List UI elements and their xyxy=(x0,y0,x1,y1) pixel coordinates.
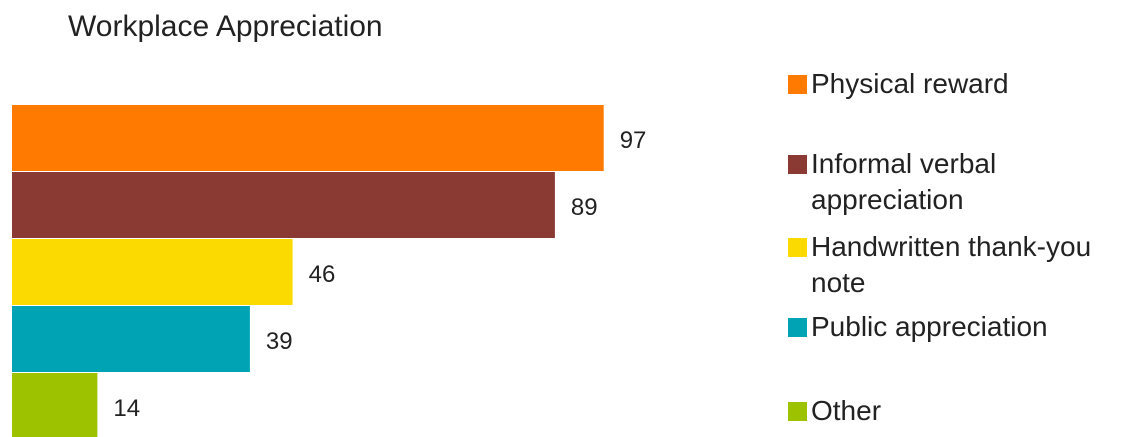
data-label-handwritten-thank-you-note: 46 xyxy=(309,261,336,288)
chart-legend: Physical reward Informal verbal apprecia… xyxy=(788,0,1128,437)
data-label-public-appreciation: 39 xyxy=(266,328,293,355)
legend-label: Other xyxy=(811,395,882,426)
data-label-physical-reward: 97 xyxy=(620,127,647,154)
legend-swatch xyxy=(788,402,807,421)
bar-handwritten-thank-you-note[interactable] xyxy=(12,239,293,305)
legend-swatch xyxy=(788,318,807,337)
legend-item-informal-verbal-appreciation[interactable]: Informal verbal appreciation xyxy=(788,146,1011,218)
legend-label: Public appreciation xyxy=(811,311,1048,342)
legend-item-handwritten-thank-you-note[interactable]: Handwritten thank-you note xyxy=(788,229,1130,301)
legend-label: Physical reward xyxy=(811,68,1009,99)
legend-item-physical-reward[interactable]: Physical reward xyxy=(788,66,1130,102)
bar-informal-verbal-appreciation[interactable] xyxy=(12,172,555,238)
legend-label: Handwritten thank-you note xyxy=(811,231,1092,298)
legend-swatch xyxy=(788,75,807,94)
legend-label: Informal verbal appreciation xyxy=(811,148,997,215)
legend-swatch xyxy=(788,155,807,174)
chart-title: Workplace Appreciation xyxy=(68,10,383,43)
bar-other[interactable] xyxy=(12,373,98,437)
legend-item-other[interactable]: Other xyxy=(788,393,1130,429)
legend-swatch xyxy=(788,238,807,257)
data-label-informal-verbal-appreciation: 89 xyxy=(571,194,598,221)
bar-public-appreciation[interactable] xyxy=(12,306,250,372)
bar-physical-reward[interactable] xyxy=(12,105,604,171)
legend-item-public-appreciation[interactable]: Public appreciation xyxy=(788,309,1130,345)
bar-chart-plot: 97 89 46 39 14 xyxy=(12,105,647,437)
data-label-other: 14 xyxy=(113,395,140,422)
